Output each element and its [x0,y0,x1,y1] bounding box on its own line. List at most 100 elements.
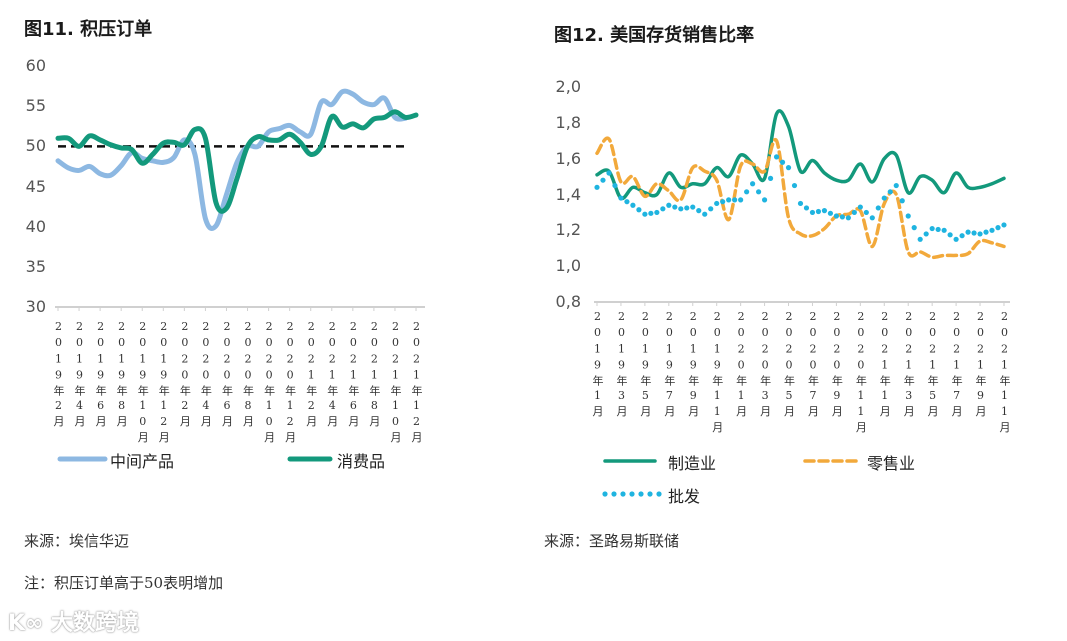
legend-dot [602,491,608,497]
y-tick-label: 1,0 [555,256,581,276]
x-tick-label: 2019年10月 [136,320,150,446]
x-tick-label: 2019年9月 [686,310,700,420]
x-tick-label: 2019年6月 [94,320,108,430]
x-tick-label: 2019年8月 [115,320,129,430]
wholesale-point [893,182,899,189]
wholesale-point [845,215,851,221]
wholesale-point [594,184,600,190]
source-left: 来源：埃信华迈 [24,532,130,550]
x-tick-label: 2021年12月 [410,320,424,446]
x-tick-label: 2019年12月 [157,320,171,446]
wholesale-point [815,208,822,215]
wholesale-point [881,195,887,201]
y-tick-label: 50 [25,136,46,156]
wholesale-point [672,204,678,210]
x-tick-label: 2021年9月 [974,310,988,420]
watermark-text: 大数跨境 [51,611,140,636]
wholesale-point [690,204,696,210]
wholesale-point [821,208,828,214]
x-tick-label: 2019年7月 [662,310,676,420]
x-tick-label: 2019年1月 [591,310,604,420]
wholesale-point [684,205,690,211]
wholesale-point [917,236,923,242]
x-tick-label: 2019年5月 [638,310,652,420]
wholesale-point [995,225,1001,231]
x-tick-label: 2021年5月 [926,310,940,420]
wholesale-point [1001,222,1007,228]
wholesale-point [767,175,774,181]
wholesale-point [636,207,642,213]
legend-label-intermediate: 中间产品 [110,452,175,471]
source-right: 来源：圣路易斯联储 [544,532,680,550]
wholesale-point [947,232,953,238]
wholesale-point [989,227,995,233]
wholesale-point [606,170,612,176]
wholesale-point [941,227,947,233]
wholesale-point [899,198,905,204]
x-tick-label: 2020年2月 [178,320,192,430]
wholesale-point [875,205,881,211]
legend-label-wholesale: 批发 [668,487,701,506]
x-tick-label: 2021年10月 [388,320,402,446]
wholesale-point [953,236,959,242]
chart-1-title: 图11. 积压订单 [24,19,153,40]
x-tick-label: 2020年9月 [830,310,844,420]
x-tick-label: 2020年5月 [782,310,796,420]
series-line-2-1 [595,109,1006,201]
wholesale-point [965,229,971,235]
wholesale-point [911,225,917,231]
wholesale-point [809,209,816,216]
wholesale-point [654,209,660,216]
y-tick-label: 2,0 [555,77,581,96]
legend-label-manufacturing: 制造业 [668,454,717,473]
wholesale-point [642,211,648,217]
x-tick-label: 2021年11月 [997,310,1011,436]
x-tick-label: 2020年8月 [241,320,255,430]
wholesale-point [755,189,762,195]
legend-label-consumer: 消费品 [337,452,386,471]
wholesale-point [791,182,798,189]
x-tick-label: 2021年4月 [325,320,339,430]
x-tick-label: 2020年10月 [262,320,276,446]
y-tick-label: 35 [25,256,46,276]
x-tick-label: 2021年6月 [346,320,360,430]
wholesale-point [797,200,804,207]
watermark-logo: K∞ 大数跨境 [8,611,140,636]
x-tick-label: 2021年1月 [878,310,892,420]
legend-dot [611,491,617,497]
wholesale-point [738,197,744,203]
legend-dot [629,491,635,497]
legend-label-retail: 零售业 [867,454,916,473]
chart-2-title: 图12. 美国存货销售比率 [554,25,755,46]
legend-dot [656,491,662,497]
wholesale-point [773,154,780,160]
x-tick-label: 2019年11月 [710,310,724,436]
x-tick-label: 2019年2月 [52,320,65,430]
legend-dot [638,491,644,497]
y-tick-label: 45 [25,176,46,196]
footnote: 注：积压订单高于50表明增加 [24,574,224,592]
wholesale-point [708,206,714,212]
wholesale-point [750,181,756,187]
wholesale-point [839,214,845,220]
wholesale-point [630,202,636,208]
wholesale-point [720,199,726,205]
y-tick-label: 1,6 [555,148,581,168]
wholesale-point [732,197,738,203]
y-tick-label: 1,2 [555,220,581,240]
wholesale-point [803,205,810,211]
x-tick-label: 2020年11月 [854,310,868,436]
wholesale-point [923,231,929,237]
wholesale-point [935,226,941,233]
wholesale-point [666,202,672,208]
x-tick-label: 2020年12月 [283,320,297,446]
wholesale-point [779,159,786,165]
wholesale-point [612,182,618,189]
x-tick-label: 2020年1月 [734,310,748,420]
y-tick-label: 1,4 [555,184,581,204]
x-tick-label: 2021年3月 [902,310,916,420]
wholesale-point [983,229,989,235]
wholesale-point [660,206,666,212]
wholesale-point [678,206,684,212]
